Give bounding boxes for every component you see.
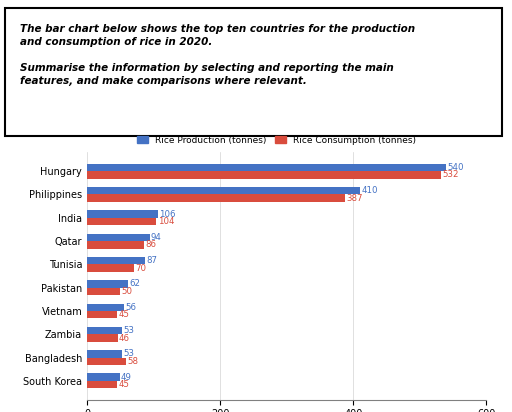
Text: 70: 70: [135, 264, 146, 273]
Text: 387: 387: [346, 194, 362, 203]
Text: 62: 62: [130, 279, 141, 288]
Bar: [87, 187, 360, 194]
Text: 104: 104: [158, 217, 174, 226]
Bar: [87, 257, 145, 265]
Text: 106: 106: [159, 210, 176, 218]
FancyBboxPatch shape: [5, 8, 502, 136]
Text: 49: 49: [121, 373, 132, 382]
Bar: [87, 218, 156, 225]
Bar: [87, 265, 134, 272]
Bar: [87, 334, 118, 342]
Text: 45: 45: [118, 380, 130, 389]
Bar: [87, 311, 117, 318]
Text: 540: 540: [448, 163, 464, 172]
Bar: [87, 234, 150, 241]
Text: 53: 53: [124, 326, 135, 335]
Text: 532: 532: [442, 171, 459, 179]
Bar: [87, 164, 446, 171]
Text: 410: 410: [361, 186, 378, 195]
Bar: [87, 241, 144, 248]
Bar: [87, 381, 117, 389]
Text: 53: 53: [124, 349, 135, 358]
Text: 94: 94: [151, 233, 162, 242]
Text: 45: 45: [118, 310, 130, 319]
Text: 46: 46: [119, 334, 130, 342]
Text: 86: 86: [145, 240, 157, 249]
Bar: [87, 327, 122, 334]
Bar: [87, 210, 158, 218]
Bar: [87, 288, 120, 295]
Bar: [87, 280, 129, 288]
Text: The bar chart below shows the top ten countries for the production
and consumpti: The bar chart below shows the top ten co…: [20, 23, 415, 87]
Bar: [87, 350, 122, 358]
Bar: [87, 358, 125, 365]
Bar: [87, 304, 124, 311]
Bar: [87, 194, 345, 202]
Text: 58: 58: [127, 357, 138, 366]
Bar: [87, 171, 441, 178]
Text: 87: 87: [146, 256, 157, 265]
Text: 50: 50: [122, 287, 133, 296]
Legend: Rice Production (tonnes), Rice Consumption (tonnes): Rice Production (tonnes), Rice Consumpti…: [135, 134, 418, 146]
Text: 56: 56: [125, 303, 137, 312]
Bar: [87, 374, 120, 381]
